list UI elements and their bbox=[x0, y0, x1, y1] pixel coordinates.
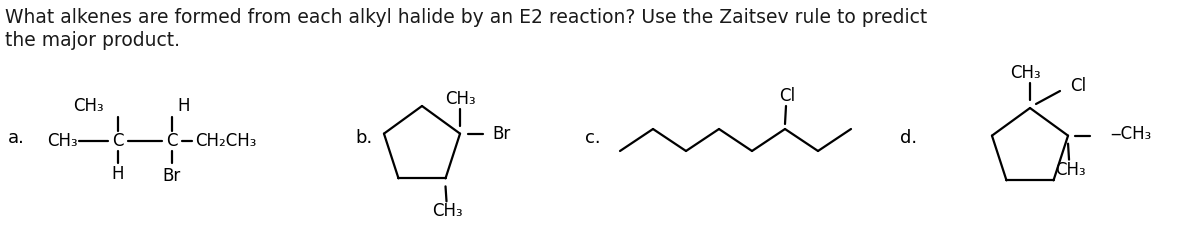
Text: a.: a. bbox=[8, 129, 25, 147]
Text: CH₃: CH₃ bbox=[47, 132, 77, 150]
Text: Br: Br bbox=[163, 167, 181, 185]
Text: CH₃: CH₃ bbox=[445, 90, 475, 108]
Text: b.: b. bbox=[355, 129, 372, 147]
Text: H: H bbox=[178, 97, 190, 115]
Text: C: C bbox=[113, 132, 124, 150]
Text: CH₂CH₃: CH₂CH₃ bbox=[196, 132, 257, 150]
Text: Br: Br bbox=[492, 125, 510, 143]
Text: Cl: Cl bbox=[1070, 77, 1086, 95]
Text: d.: d. bbox=[900, 129, 917, 147]
Text: C: C bbox=[167, 132, 178, 150]
Text: the major product.: the major product. bbox=[5, 31, 180, 50]
Text: ‒CH₃: ‒CH₃ bbox=[1110, 125, 1151, 143]
Text: H: H bbox=[112, 165, 125, 183]
Text: What alkenes are formed from each alkyl halide by an E2 reaction? Use the Zaitse: What alkenes are formed from each alkyl … bbox=[5, 8, 928, 27]
Text: Cl: Cl bbox=[779, 87, 796, 105]
Text: CH₃: CH₃ bbox=[1055, 161, 1085, 179]
Text: c.: c. bbox=[586, 129, 601, 147]
Text: CH₃: CH₃ bbox=[73, 97, 104, 115]
Text: CH₃: CH₃ bbox=[432, 202, 463, 220]
Text: CH₃: CH₃ bbox=[1009, 64, 1040, 82]
